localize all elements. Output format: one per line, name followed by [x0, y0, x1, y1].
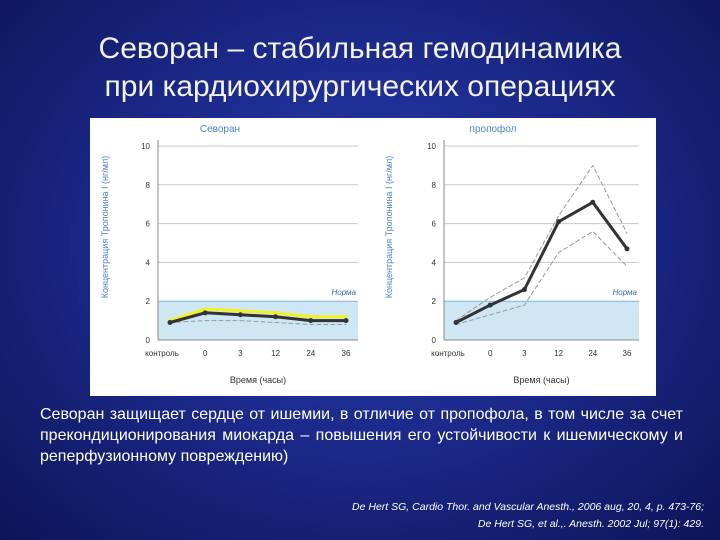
x-axis-label: Время (часы): [513, 375, 569, 385]
x-tick-label: 0: [203, 349, 208, 358]
series-mean-line: [168, 311, 348, 324]
y-tick-label: 4: [146, 258, 151, 267]
x-tick-label: 36: [342, 349, 351, 358]
x-tick-label: 12: [271, 349, 280, 358]
series-upper-line: [455, 164, 628, 322]
x-axis-label: Время (часы): [230, 375, 286, 385]
y-tick-label: 8: [432, 181, 437, 190]
x-tick-label: 24: [588, 349, 597, 358]
data-point: [590, 199, 596, 205]
chart-title: пропофол: [470, 123, 517, 135]
y-tick-label: 4: [432, 258, 437, 267]
data-point: [521, 287, 527, 293]
slide-title-line1: Севоран – стабильная гемодинамика: [98, 32, 622, 65]
slide-title: Севоран – стабильная гемодинамика при ка…: [20, 30, 700, 106]
data-point: [343, 318, 349, 324]
data-point: [273, 314, 279, 320]
reference-2: De Hert SG, et al.,. Anesth. 2002 Jul; 9…: [477, 518, 704, 530]
data-point: [237, 312, 243, 318]
series-lower-line: [455, 230, 628, 325]
data-point: [556, 219, 562, 225]
x-tick-label: 3: [522, 349, 527, 358]
y-tick-label: 0: [432, 336, 437, 345]
y-tick-label: 6: [432, 220, 437, 229]
y-tick-label: 8: [146, 181, 151, 190]
y-tick-label: 10: [141, 142, 150, 151]
y-tick-label: 0: [146, 336, 151, 345]
x-tick-label: 3: [238, 349, 243, 358]
data-point: [202, 310, 208, 316]
x-tick-label: контроль: [431, 349, 465, 358]
y-axis-label: Концентрация Тропонина I (нг/мл): [100, 156, 110, 298]
y-tick-label: 2: [432, 297, 437, 306]
chart-title: Севоран: [200, 124, 240, 135]
data-point: [308, 318, 314, 324]
figure-panel: Норма 0 2 4 6 8 10 контроль 0 3 12 24 36 Севоран Время…: [90, 118, 656, 396]
series-upper-line: [168, 307, 348, 323]
norm-label: Норма: [331, 288, 356, 297]
x-tick-label: 36: [623, 349, 632, 358]
y-tick-label: 6: [146, 220, 151, 229]
data-point: [167, 320, 173, 326]
reference-1: De Hert SG, Cardio Thor. and Vascular An…: [352, 501, 704, 513]
x-tick-label: 12: [554, 349, 563, 358]
slide-title-line2: при кардиохирургических операциях: [104, 70, 616, 103]
body-text: Севоран защищает сердце от ишемии, в отл…: [40, 406, 683, 465]
references: De Hert SG, Cardio Thor. and Vascular An…: [184, 499, 704, 533]
x-tick-label: 24: [306, 349, 315, 358]
x-tick-label: 0: [488, 349, 493, 358]
x-tick-label: контроль: [145, 349, 179, 358]
series-mean-line: [454, 200, 629, 324]
data-point: [453, 320, 459, 326]
y-tick-label: 2: [146, 297, 151, 306]
y-axis-label: Концентрация Тропонина I (нг/мл): [384, 156, 394, 298]
norm-label: Норма: [612, 288, 637, 297]
norm-band: [444, 301, 639, 340]
data-point: [624, 246, 630, 252]
y-tick-label: 10: [427, 142, 436, 151]
series-lower-line: [169, 320, 347, 325]
data-point: [487, 302, 493, 308]
